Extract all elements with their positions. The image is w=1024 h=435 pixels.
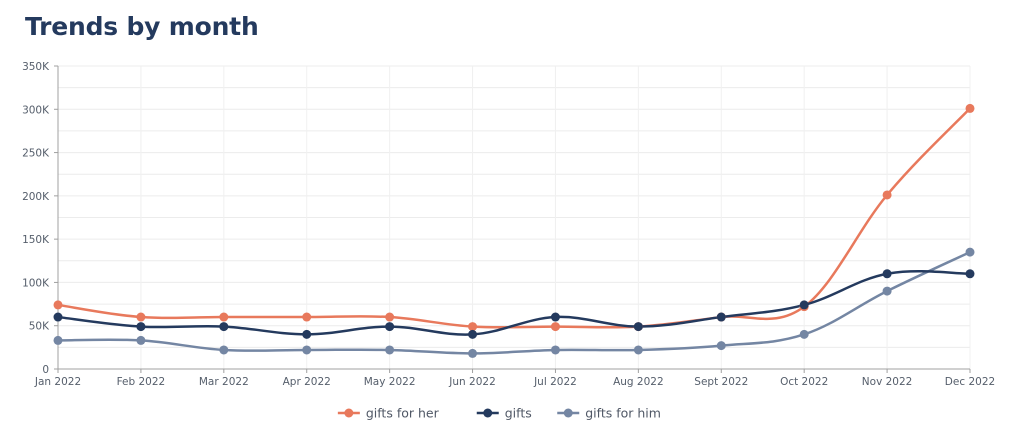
data-point-gifts [302,329,312,339]
data-point-gifts-for-him [136,335,146,345]
x-tick-label: May 2022 [364,376,416,388]
y-tick-label: 50K [29,321,50,333]
series-points [53,103,975,358]
data-point-gifts-for-her [219,312,229,322]
series-line-gifts [56,270,972,336]
x-tick-label: Apr 2022 [283,376,331,388]
data-point-gifts-for-her [302,312,312,322]
x-tick-label: Jul 2022 [533,376,577,388]
data-point-gifts-for-him [716,341,726,351]
data-point-gifts [799,300,809,310]
chart-title: Trends by month [25,12,259,41]
y-tick-label: 300K [22,104,50,116]
x-tick-label: Jun 2022 [448,376,495,388]
data-point-gifts [219,322,229,332]
x-tick-label: Feb 2022 [117,376,166,388]
data-point-gifts-for-him [550,345,560,355]
data-point-gifts [965,269,975,279]
legend-swatch-marker-gifts-for-him [563,408,573,418]
data-point-gifts-for-him [799,329,809,339]
data-point-gifts [136,322,146,332]
y-tick-label: 350K [22,61,50,73]
data-point-gifts-for-him [302,345,312,355]
data-point-gifts-for-him [53,335,63,345]
data-point-gifts-for-him [468,348,478,358]
data-point-gifts-for-him [965,247,975,257]
data-point-gifts-for-her [385,312,395,322]
y-tick-label: 0 [42,364,49,376]
data-point-gifts-for-her [550,322,560,332]
x-tick-label: Aug 2022 [613,376,664,388]
y-tick-label: 150K [22,234,50,246]
x-axis-ticks: Jan 2022 Feb 2022 Mar 2022 Apr 2022 May 2022… [34,369,995,388]
data-point-gifts-for-her [468,322,478,332]
data-point-gifts-for-her [965,103,975,113]
x-tick-label: Dec 2022 [945,376,995,388]
data-point-gifts-for-him [385,345,395,355]
x-tick-label: Mar 2022 [199,376,249,388]
data-point-gifts [468,329,478,339]
series-lines [56,107,972,355]
data-point-gifts-for-him [882,286,892,296]
x-tick-label: Nov 2022 [862,376,913,388]
x-tick-label: Sept 2022 [694,376,748,388]
y-tick-label: 200K [22,191,50,203]
series-line-gifts-for-him [56,250,972,355]
data-point-gifts [53,312,63,322]
data-point-gifts-for-her [882,190,892,200]
data-point-gifts [716,312,726,322]
data-point-gifts-for-him [219,345,229,355]
data-point-gifts-for-her [136,312,146,322]
data-point-gifts [550,312,560,322]
y-tick-label: 250K [22,148,50,160]
x-tick-label: Jan 2022 [34,376,81,388]
legend-label-gifts-for-him: gifts for him [585,406,661,421]
data-point-gifts [882,269,892,279]
legend-label-gifts: gifts [505,406,532,421]
data-point-gifts-for-him [633,345,643,355]
legend: gifts for her gifts gifts for him [337,406,661,421]
legend-swatch-marker-gifts [483,408,493,418]
data-point-gifts-for-her [53,300,63,310]
legend-swatch-marker-gifts-for-her [344,408,354,418]
x-tick-label: Oct 2022 [780,376,828,388]
data-point-gifts [633,322,643,332]
data-point-gifts [385,322,395,332]
y-axis-ticks: 0 50K 100K 150K 200K 250K 300K 350K [22,61,58,376]
y-tick-label: 100K [22,277,50,289]
legend-label-gifts-for-her: gifts for her [366,406,440,421]
grid [58,65,971,369]
